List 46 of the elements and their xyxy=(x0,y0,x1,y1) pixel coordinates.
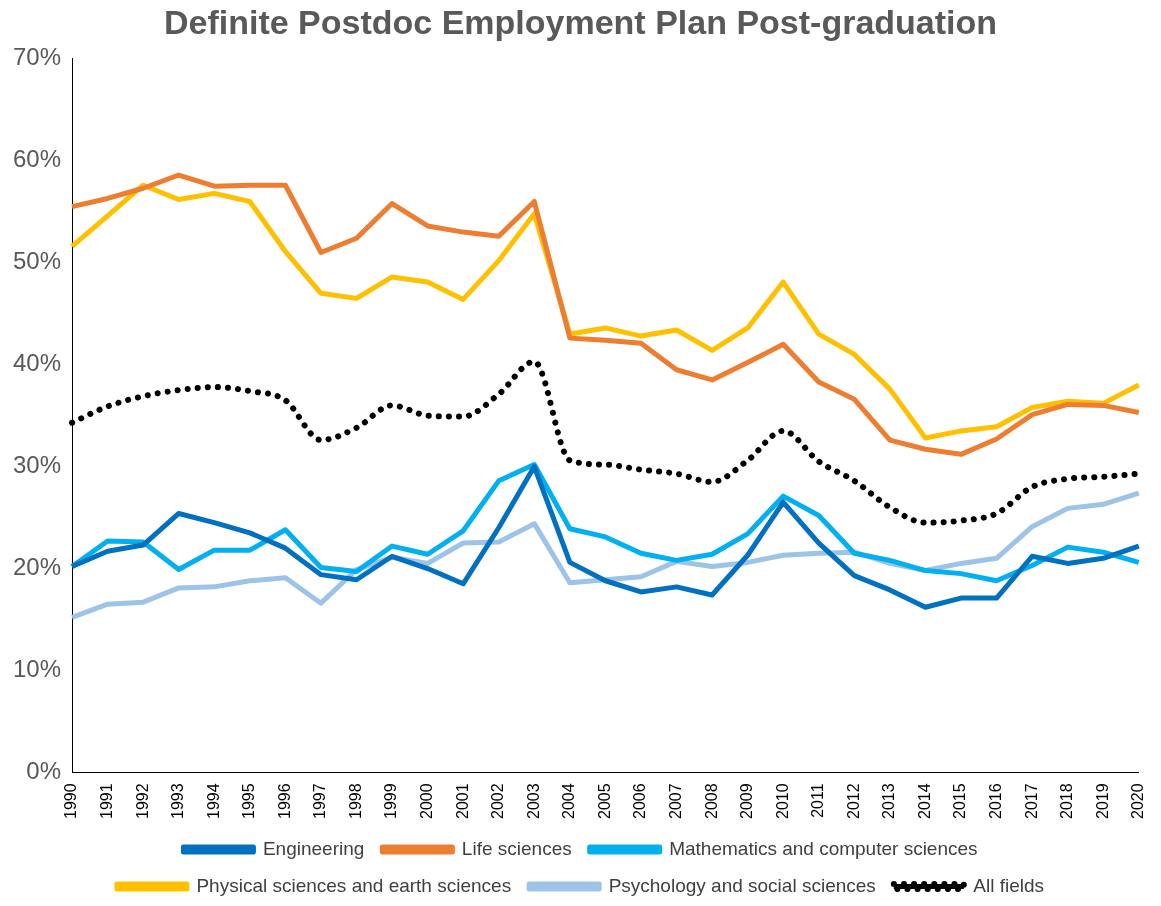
x-tick-label: 2010 xyxy=(773,783,791,819)
y-tick-label: 0% xyxy=(26,757,62,785)
x-tick-label: 1993 xyxy=(169,783,187,819)
x-tick-label: 2007 xyxy=(666,783,684,819)
legend-label: Physical sciences and earth sciences xyxy=(196,874,512,896)
x-tick-label: 2009 xyxy=(738,783,756,819)
y-tick-label: 30% xyxy=(12,451,62,479)
x-tick-label: 2001 xyxy=(453,783,471,819)
x-tick-label: 2018 xyxy=(1058,783,1076,819)
y-tick-label: 70% xyxy=(12,43,62,71)
x-tick-label: 1994 xyxy=(204,783,222,819)
legend-label: Psychology and social sciences xyxy=(608,874,876,896)
legend-label: All fields xyxy=(973,874,1045,896)
y-tick-label: 50% xyxy=(12,247,62,275)
x-tick-label: 1992 xyxy=(133,783,151,819)
x-tick-label: 2020 xyxy=(1129,783,1147,819)
y-tick-label: 40% xyxy=(12,349,62,377)
x-tick-label: 1999 xyxy=(382,783,400,819)
y-tick-label: 10% xyxy=(12,655,62,683)
x-tick-label: 2003 xyxy=(524,783,542,819)
x-tick-label: 2013 xyxy=(880,783,898,819)
chart-title: Definite Postdoc Employment Plan Post-graduation xyxy=(163,2,998,41)
legend-label: Mathematics and computer sciences xyxy=(669,837,978,859)
x-tick-label: 1996 xyxy=(275,783,293,819)
x-tick-label: 2004 xyxy=(560,783,578,819)
x-tick-label: 2002 xyxy=(489,783,507,819)
legend-label: Engineering xyxy=(262,837,365,859)
y-tick-label: 60% xyxy=(12,145,62,173)
x-tick-label: 2006 xyxy=(631,783,649,819)
y-tick-label: 20% xyxy=(12,553,62,581)
x-tick-label: 1998 xyxy=(346,783,364,819)
legend-label: Life sciences xyxy=(461,837,572,859)
x-tick-label: 2011 xyxy=(809,783,827,818)
x-tick-label: 2014 xyxy=(915,783,933,819)
x-tick-label: 2019 xyxy=(1093,783,1111,819)
x-tick-label: 2015 xyxy=(951,783,969,819)
x-tick-label: 1990 xyxy=(62,783,80,819)
x-tick-label: 1991 xyxy=(98,783,115,819)
x-tick-label: 2000 xyxy=(418,783,436,819)
x-tick-label: 2005 xyxy=(595,783,613,819)
x-tick-label: 1997 xyxy=(311,783,329,819)
x-tick-label: 2016 xyxy=(986,783,1004,819)
x-tick-label: 2012 xyxy=(844,783,862,819)
x-tick-label: 2008 xyxy=(702,783,720,819)
x-tick-label: 1995 xyxy=(240,783,258,819)
x-tick-label: 2017 xyxy=(1022,783,1040,819)
